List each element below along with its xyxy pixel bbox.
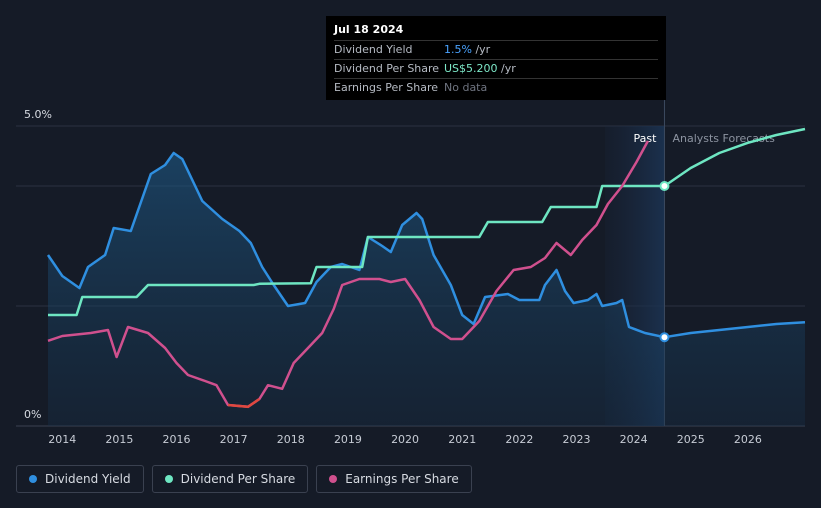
legend-item-dividend-per-share[interactable]: Dividend Per Share [151,465,309,493]
x-tick-label: 2014 [48,433,76,446]
tooltip-label: Dividend Yield [334,43,413,56]
x-tick-label: 2025 [677,433,705,446]
tooltip-row-dividend-yield: Dividend Yield 1.5% /yr [334,41,658,60]
x-tick-label: 2021 [448,433,476,446]
marker-dividend-yield [659,332,670,343]
series-line-dividend-yield [46,151,806,339]
x-tick-label: 2023 [562,433,590,446]
tooltip-date: Jul 18 2024 [334,20,658,41]
legend-dot-icon [164,475,173,483]
legend-dot-icon [329,475,338,483]
y-tick-label: 5.0% [24,108,52,121]
series-area-dividend-yield [48,153,805,426]
tooltip-value: No data [444,81,488,94]
legend-item-dividend-yield[interactable]: Dividend Yield [16,465,144,493]
series-line-earnings-per-share [47,140,649,409]
tooltip-unit: /yr [471,43,491,56]
x-tick-label: 2016 [163,433,191,446]
x-tick-label: 2026 [734,433,762,446]
legend-dot-icon [29,475,37,483]
tooltip-unit: /yr [497,62,516,75]
x-tick-label: 2022 [505,433,533,446]
tooltip-value: US$5.200 [444,62,498,75]
x-tick-label: 2020 [391,433,419,446]
x-tick-label: 2024 [620,433,648,446]
tooltip-label: Earnings Per Share [334,81,439,94]
legend-label: Dividend Yield [45,472,131,486]
x-tick-label: 2017 [220,433,248,446]
series-line-eps-low-segment [227,397,261,409]
tooltip-row-dividend-per-share: Dividend Per Share US$5.200 /yr [334,60,658,79]
x-tick-label: 2018 [277,433,305,446]
y-tick-label: 0% [24,408,41,421]
tooltip-panel: Jul 18 2024 Dividend Yield 1.5% /yr Divi… [326,16,666,100]
legend-label: Dividend Per Share [180,472,296,486]
x-tick-label: 2015 [105,433,133,446]
tooltip-label: Dividend Per Share [334,62,440,75]
series-line-dividend-per-share [48,127,806,317]
tooltip-row-earnings-per-share: Earnings Per Share No data [334,79,658,97]
legend-item-earnings-per-share[interactable]: Earnings Per Share [316,465,472,493]
tooltip-value: 1.5% [444,43,472,56]
legend: Dividend Yield Dividend Per Share Earnin… [16,465,472,493]
marker-dividend-per-share [659,181,670,191]
legend-label: Earnings Per Share [345,472,459,486]
x-tick-label: 2019 [334,433,362,446]
past-label: Past [634,132,658,145]
